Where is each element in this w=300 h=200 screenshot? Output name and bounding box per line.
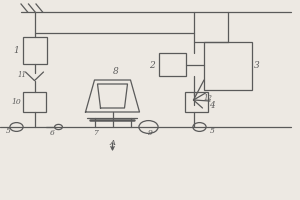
Text: 11: 11 [17,71,26,79]
Text: 2: 2 [148,60,154,70]
Text: 9: 9 [148,129,152,137]
Text: 5: 5 [209,127,214,135]
Text: 5: 5 [6,127,11,135]
Text: 1: 1 [14,46,20,55]
Bar [185,92,208,112]
Text: 8: 8 [112,66,118,75]
Text: 4: 4 [208,100,214,110]
Text: 12: 12 [204,94,213,102]
Text: 7: 7 [94,129,98,137]
Text: 3: 3 [254,60,260,70]
Text: 6: 6 [50,129,55,137]
Text: A: A [110,139,116,147]
Bar [204,42,252,90]
Bar [22,37,46,64]
Bar [159,53,186,76]
Bar [23,92,46,112]
Text: 10: 10 [12,98,21,106]
